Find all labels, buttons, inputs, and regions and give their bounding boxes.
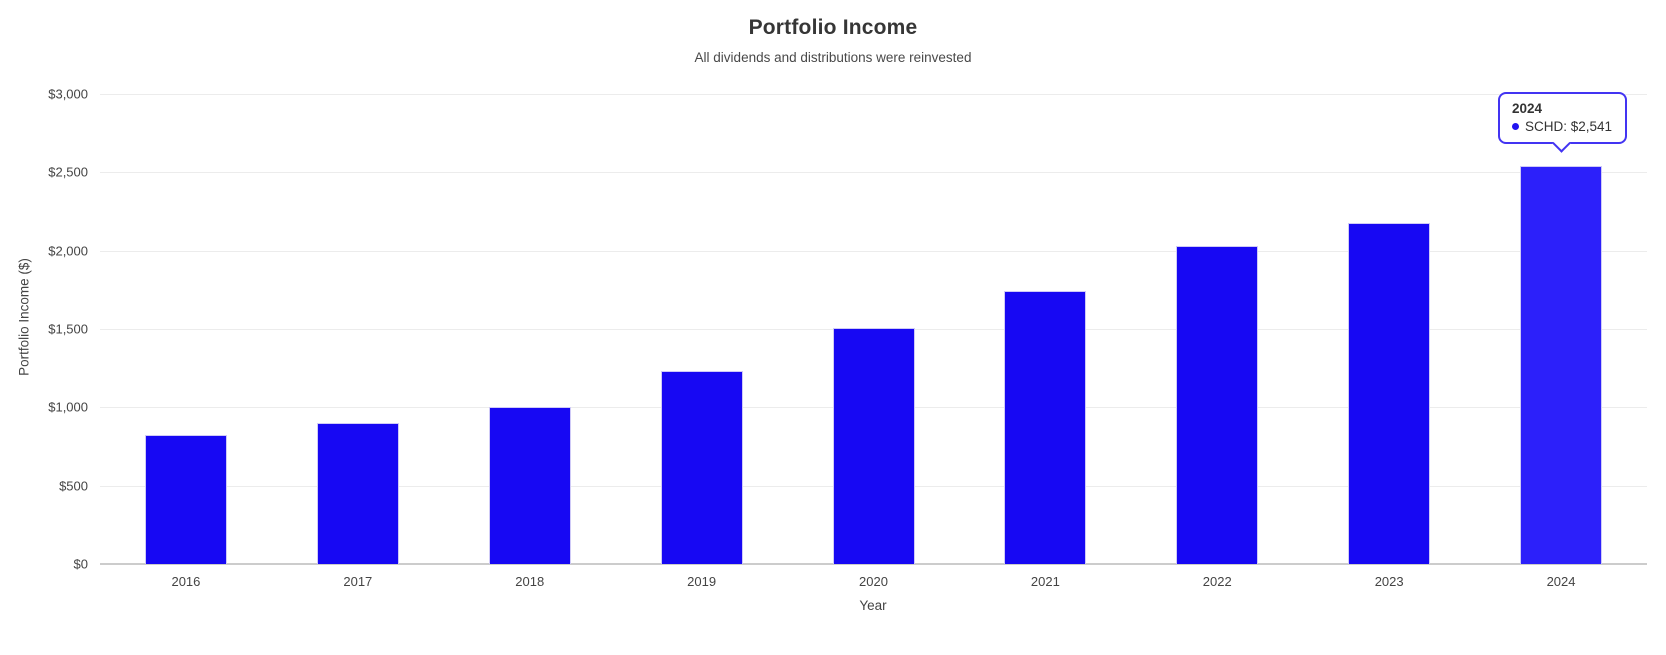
gridline (100, 94, 1647, 95)
x-axis-line (100, 563, 1647, 565)
chart-subtitle: All dividends and distributions were rei… (694, 50, 972, 65)
y-tick-label: $1,000 (48, 399, 88, 415)
y-tick-label: $500 (59, 478, 88, 494)
bar-2019[interactable] (660, 370, 743, 564)
y-tick-label: $0 (73, 556, 88, 572)
y-tick-label: $2,000 (48, 243, 88, 259)
bar-2024[interactable] (1520, 165, 1603, 564)
x-tick-label-2021: 2021 (1030, 574, 1060, 589)
y-tick-label: $2,500 (48, 164, 88, 180)
x-tick-label-2016: 2016 (171, 574, 201, 589)
x-tick-label-2023: 2023 (1374, 574, 1404, 589)
chart-title: Portfolio Income (748, 16, 918, 39)
tooltip-year: 2024 (1512, 101, 1543, 116)
tooltip-value: SCHD: $2,541 (1525, 119, 1613, 134)
y-tick-label: $1,500 (48, 321, 88, 337)
plot-area (100, 94, 1647, 565)
gridline (100, 250, 1647, 252)
bar-2022[interactable] (1176, 245, 1259, 564)
bar-2020[interactable] (832, 328, 915, 564)
bar-2016[interactable] (144, 434, 227, 564)
tooltip: 2024 SCHD: $2,541 (1498, 92, 1628, 153)
bar-2018[interactable] (488, 407, 571, 564)
y-tick-label: $3,000 (48, 86, 88, 102)
x-tick-label-2024: 2024 (1546, 574, 1576, 589)
y-axis-title: Portfolio Income ($) (16, 258, 32, 376)
tooltip-value-row: SCHD: $2,541 (1512, 119, 1612, 134)
x-tick-label-2017: 2017 (343, 574, 373, 589)
bar-2023[interactable] (1348, 223, 1431, 564)
gridline (100, 172, 1647, 174)
x-tick-label-2018: 2018 (515, 574, 545, 589)
bar-2017[interactable] (316, 423, 399, 564)
x-tick-label-2020: 2020 (859, 574, 888, 589)
x-tick-label-2019: 2019 (687, 574, 717, 589)
bar-2021[interactable] (1004, 291, 1087, 564)
x-axis-title: Year (859, 598, 887, 613)
x-tick-label-2022: 2022 (1202, 574, 1232, 589)
series-dot-icon (1512, 123, 1519, 130)
